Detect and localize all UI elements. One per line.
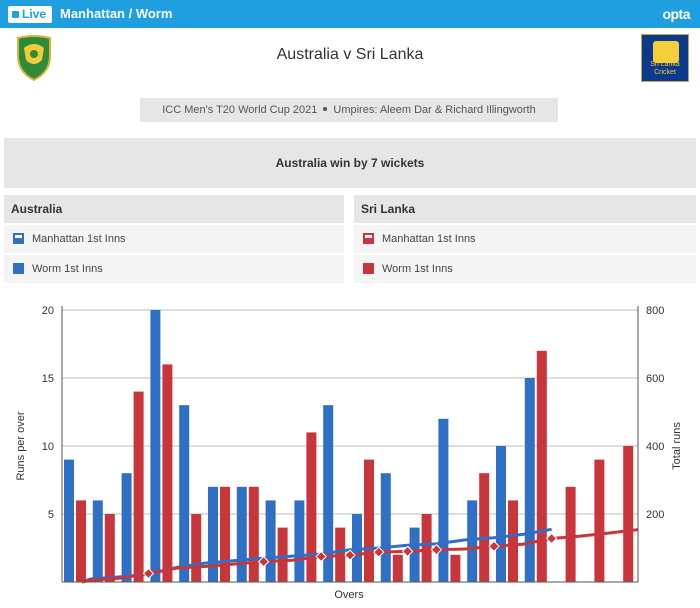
- bar-australia-over-9: [294, 500, 305, 582]
- bar-sri-lanka-over-7: [248, 486, 259, 582]
- worm-swatch-icon: [13, 263, 24, 274]
- bar-australia-over-10: [323, 405, 334, 582]
- bar-sri-lanka-over-8: [277, 527, 288, 582]
- wicket-marker-icon: [401, 545, 414, 558]
- live-badge[interactable]: Live: [8, 6, 53, 23]
- bar-sri-lanka-over-13: [421, 514, 432, 582]
- bar-australia-over-17: [524, 378, 535, 582]
- bar-australia-over-5: [179, 405, 190, 582]
- y2-tick-label: 400: [646, 441, 664, 453]
- manhattan-swatch-icon: [363, 233, 374, 244]
- y2-axis-label: Total runs: [671, 422, 683, 470]
- y-tick-label: 20: [42, 305, 54, 317]
- bar-sri-lanka-over-6: [220, 486, 230, 582]
- bar-sri-lanka-over-18: [565, 486, 576, 582]
- sri-lanka-cricket-logo-icon: Sri Lanka Cricket: [641, 34, 689, 82]
- live-label: Live: [22, 7, 47, 21]
- y-tick-label: 15: [42, 373, 54, 385]
- legend-label: Manhattan 1st Inns: [32, 233, 126, 245]
- bar-sri-lanka-over-14: [450, 554, 461, 582]
- bar-australia-over-1: [64, 459, 74, 582]
- bar-sri-lanka-over-19: [594, 459, 605, 582]
- bar-sri-lanka-over-3: [133, 391, 144, 582]
- legend-panel-sri-lanka: Sri Lanka Manhattan 1st Inns Worm 1st In…: [354, 195, 696, 284]
- view-title[interactable]: Manhattan / Worm: [60, 6, 173, 21]
- bar-australia-over-14: [438, 418, 449, 582]
- bar-sri-lanka-over-15: [479, 473, 490, 582]
- match-info-bar: ICC Men's T20 World Cup 2021 Umpires: Ale…: [140, 98, 558, 122]
- legend-label: Manhattan 1st Inns: [382, 233, 476, 245]
- wicket-marker-icon: [142, 567, 155, 580]
- match-result: Australia win by 7 wickets: [4, 138, 696, 188]
- bar-australia-over-8: [265, 500, 276, 582]
- bar-sri-lanka-over-9: [306, 432, 317, 582]
- umpires-text: Umpires: Aleem Dar & Richard Illingworth: [333, 104, 536, 116]
- y-tick-label: 5: [48, 509, 54, 521]
- legend-label: Worm 1st Inns: [382, 263, 453, 275]
- y-axis-label: Runs per over: [15, 411, 27, 480]
- legend-toggle-australia-manhattan[interactable]: Manhattan 1st Inns: [4, 225, 344, 253]
- wicket-marker-icon: [257, 555, 270, 568]
- separator-dot-icon: [323, 107, 328, 111]
- wicket-marker-icon: [344, 549, 356, 561]
- bar-sri-lanka-over-2: [104, 514, 115, 582]
- bar-australia-over-3: [121, 473, 132, 582]
- wicket-marker-icon: [373, 546, 385, 558]
- y2-tick-label: 600: [646, 373, 664, 385]
- lion-emblem-icon: [653, 41, 679, 63]
- y-tick-label: 10: [42, 441, 54, 453]
- cricket-australia-logo-icon: [17, 35, 51, 82]
- bar-sri-lanka-over-4: [162, 364, 173, 582]
- sri-lanka-logo-text: Sri Lanka Cricket: [650, 61, 680, 76]
- team-name-sri-lanka: Sri Lanka: [354, 195, 696, 223]
- legend-toggle-australia-worm[interactable]: Worm 1st Inns: [4, 255, 344, 283]
- bar-sri-lanka-over-16: [508, 500, 518, 582]
- wicket-marker-icon: [315, 550, 327, 563]
- live-dot-icon: [12, 11, 19, 18]
- bar-sri-lanka-over-20: [623, 446, 634, 582]
- brand-logo: opta: [662, 6, 690, 22]
- wicket-marker-icon: [545, 532, 558, 545]
- bar-sri-lanka-over-17: [536, 350, 547, 582]
- bar-australia-over-16: [496, 446, 506, 582]
- top-bar: Live Manhattan / Worm opta: [0, 0, 700, 28]
- competition-name: ICC Men's T20 World Cup 2021: [162, 104, 318, 116]
- bar-australia-over-6: [208, 486, 218, 582]
- wicket-marker-icon: [488, 540, 500, 553]
- x-axis-label: Overs: [334, 589, 364, 601]
- bar-australia-over-4: [150, 310, 161, 582]
- team-name-australia: Australia: [4, 195, 344, 223]
- bar-sri-lanka-over-5: [191, 514, 202, 582]
- y2-tick-label: 800: [646, 305, 664, 317]
- manhattan-swatch-icon: [13, 233, 24, 244]
- legend-toggle-sri-lanka-worm[interactable]: Worm 1st Inns: [354, 255, 696, 283]
- match-title: Australia v Sri Lanka: [276, 46, 424, 63]
- bar-australia-over-12: [380, 473, 391, 582]
- wicket-marker-icon: [430, 543, 443, 556]
- legend-panel-australia: Australia Manhattan 1st Inns Worm 1st In…: [4, 195, 344, 284]
- legend-label: Worm 1st Inns: [32, 263, 103, 275]
- y2-tick-label: 200: [646, 509, 664, 521]
- bar-australia-over-15: [467, 500, 478, 582]
- bar-australia-over-13: [409, 527, 420, 582]
- bar-australia-over-7: [236, 486, 247, 582]
- worm-swatch-icon: [363, 263, 374, 274]
- bar-sri-lanka-over-1: [76, 500, 86, 582]
- bar-australia-over-2: [92, 500, 103, 582]
- legend-toggle-sri-lanka-manhattan[interactable]: Manhattan 1st Inns: [354, 225, 696, 253]
- bar-sri-lanka-over-11: [364, 459, 374, 582]
- bar-sri-lanka-over-12: [392, 554, 403, 582]
